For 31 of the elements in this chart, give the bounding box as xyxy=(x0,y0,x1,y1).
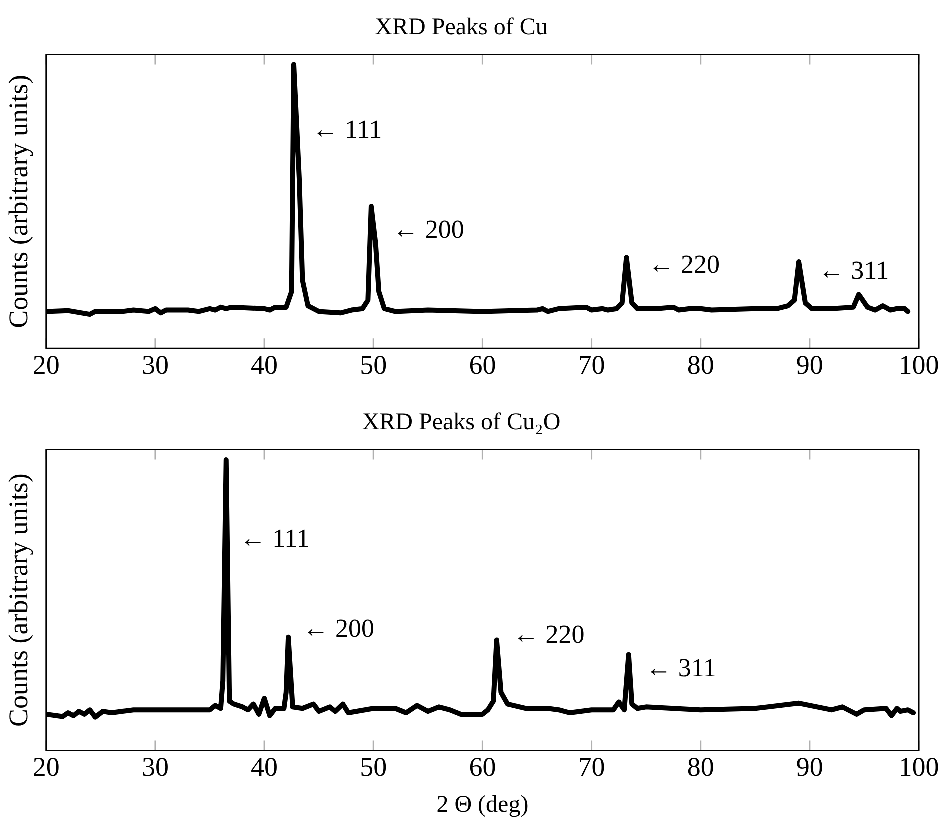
annotation: ← 200 xyxy=(392,214,464,244)
y-axis-title: Counts (arbitrary units) xyxy=(3,74,34,328)
x-tick-label: 60 xyxy=(469,752,496,782)
chart-title: XRD Peaks of Cu₂O xyxy=(362,410,561,436)
annotation: ← 111 xyxy=(240,524,310,553)
annotation: ← 311 xyxy=(818,256,890,286)
y-axis-title: Counts (arbitrary units) xyxy=(3,474,34,728)
annotation: ← 200 xyxy=(302,614,374,644)
x-tick-label: 50 xyxy=(360,350,388,380)
x-tick-label: 90 xyxy=(796,350,824,380)
chart-title: XRD Peaks of Cu xyxy=(375,14,548,41)
x-tick-label: 70 xyxy=(578,752,606,782)
annotation: ← 220 xyxy=(513,620,585,650)
annotation: ← 111 xyxy=(312,115,382,144)
x-tick-label: 40 xyxy=(251,350,278,380)
x-tick-label: 70 xyxy=(578,350,606,380)
x-tick-label: 50 xyxy=(360,752,388,782)
x-tick-label: 90 xyxy=(796,752,824,782)
x-tick-label: 40 xyxy=(251,752,278,782)
annotation: ← 311 xyxy=(646,653,716,682)
x-tick-label: 80 xyxy=(687,350,714,380)
x-tick-label: 30 xyxy=(142,752,169,782)
x-tick-label: 100 xyxy=(898,752,940,782)
x-tick-label: 80 xyxy=(687,752,714,782)
x-tick-label: 60 xyxy=(469,350,496,380)
x-tick-label: 100 xyxy=(898,350,940,380)
x-tick-label: 30 xyxy=(142,350,169,380)
x-tick-label: 20 xyxy=(32,350,60,380)
annotation: ← 220 xyxy=(648,250,720,280)
x-axis-title: 2 Θ (deg) xyxy=(436,792,529,818)
x-tick-label: 20 xyxy=(32,752,60,782)
